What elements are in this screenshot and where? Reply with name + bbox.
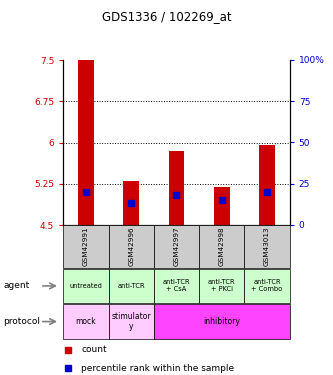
- Text: anti-TCR
+ PKCi: anti-TCR + PKCi: [208, 279, 235, 292]
- Text: GSM42997: GSM42997: [173, 227, 179, 266]
- Text: stimulator
y: stimulator y: [112, 312, 151, 331]
- Bar: [123, 181, 139, 225]
- Bar: [154, 304, 290, 339]
- Bar: [109, 304, 154, 339]
- Text: GSM42998: GSM42998: [219, 227, 225, 266]
- Bar: [259, 145, 275, 225]
- Text: agent: agent: [3, 281, 30, 290]
- Text: anti-TCR: anti-TCR: [118, 283, 145, 289]
- Text: GSM43013: GSM43013: [264, 227, 270, 266]
- Bar: [214, 186, 230, 225]
- Bar: [154, 225, 199, 268]
- Text: GDS1336 / 102269_at: GDS1336 / 102269_at: [102, 10, 231, 24]
- Text: count: count: [81, 345, 107, 354]
- Bar: [63, 269, 109, 303]
- Bar: [78, 60, 94, 225]
- Text: anti-TCR
+ CsA: anti-TCR + CsA: [163, 279, 190, 292]
- Bar: [63, 225, 109, 268]
- Bar: [63, 304, 109, 339]
- Bar: [109, 269, 154, 303]
- Text: inhibitory: inhibitory: [203, 317, 240, 326]
- Text: GSM42996: GSM42996: [128, 227, 134, 266]
- Bar: [199, 269, 244, 303]
- Bar: [244, 225, 290, 268]
- Bar: [109, 225, 154, 268]
- Text: percentile rank within the sample: percentile rank within the sample: [81, 364, 234, 373]
- Text: protocol: protocol: [3, 317, 40, 326]
- Text: anti-TCR
+ Combo: anti-TCR + Combo: [251, 279, 283, 292]
- Bar: [244, 269, 290, 303]
- Text: untreated: untreated: [70, 283, 102, 289]
- Bar: [168, 151, 184, 225]
- Bar: [199, 225, 244, 268]
- Text: mock: mock: [76, 317, 96, 326]
- Bar: [154, 269, 199, 303]
- Text: GSM42991: GSM42991: [83, 227, 89, 266]
